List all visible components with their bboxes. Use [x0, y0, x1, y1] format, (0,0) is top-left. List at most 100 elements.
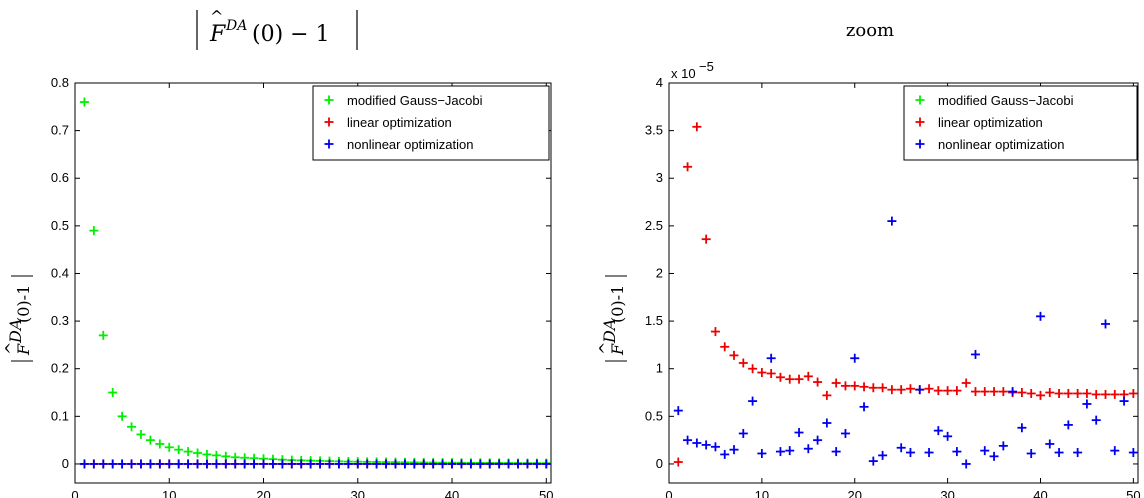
data-point: [998, 441, 1008, 451]
data-point: [989, 451, 999, 461]
data-point: [878, 383, 888, 393]
data-point: [155, 439, 165, 449]
data-point: [145, 435, 155, 445]
svg-text:(0) − 1: (0) − 1: [252, 22, 330, 47]
y-tick-label: 1: [656, 361, 663, 376]
x-tick-label: 20: [848, 488, 862, 498]
y-tick-label: 1.5: [645, 313, 663, 328]
data-point: [766, 368, 776, 378]
data-point: [353, 459, 363, 469]
left-chart: 0102030405000.10.20.30.40.50.60.70.8NF^D…: [2, 75, 554, 498]
data-point: [202, 449, 212, 459]
y-tick-label: 3.5: [645, 123, 663, 138]
svg-text:^: ^: [2, 342, 21, 355]
data-point: [803, 371, 813, 381]
data-point: [785, 446, 795, 456]
data-point: [79, 459, 89, 469]
data-point: [878, 450, 888, 460]
data-point: [513, 459, 523, 469]
data-point: [720, 449, 730, 459]
svg-text:(0)-1: (0)-1: [14, 285, 33, 323]
data-point: [748, 364, 758, 374]
data-point: [127, 459, 137, 469]
data-point: [970, 349, 980, 359]
data-point: [1054, 388, 1064, 398]
data-point: [757, 368, 767, 378]
y-tick-label: 0.1: [51, 408, 69, 423]
data-point: [259, 459, 269, 469]
data-point: [409, 459, 419, 469]
data-point: [933, 386, 943, 396]
x-tick-label: 30: [940, 488, 954, 498]
y-tick-label: 0.8: [51, 75, 69, 90]
data-point: [961, 378, 971, 388]
data-point: [211, 450, 221, 460]
data-point: [428, 459, 438, 469]
data-point: [822, 418, 832, 428]
data-point: [933, 426, 943, 436]
data-point: [372, 459, 382, 469]
data-point: [268, 459, 278, 469]
data-point: [145, 459, 155, 469]
data-point: [98, 330, 108, 340]
data-point: [1082, 388, 1092, 398]
data-point: [794, 374, 804, 384]
right-chart: 0102030405000.511.522.533.54NF^DA(0)-1x …: [596, 59, 1141, 498]
data-point: [306, 459, 316, 469]
data-point: [164, 459, 174, 469]
data-point: [155, 459, 165, 469]
y-tick-label: 0.4: [51, 265, 69, 280]
data-point: [831, 378, 841, 388]
data-point: [748, 396, 758, 406]
data-point: [1128, 448, 1138, 458]
data-point: [924, 384, 934, 394]
y-axis-label: F^DA(0)-1: [2, 275, 33, 362]
svg-text:F: F: [14, 343, 33, 356]
x-tick-label: 0: [665, 488, 672, 498]
data-point: [1091, 415, 1101, 425]
data-point: [989, 387, 999, 397]
data-point: [720, 342, 730, 352]
y-scale-exponent: −5: [699, 59, 714, 74]
svg-text:F: F: [608, 343, 627, 356]
data-point: [522, 459, 532, 469]
data-point: [887, 385, 897, 395]
data-point: [532, 459, 542, 469]
data-point: [183, 447, 193, 457]
data-point: [729, 445, 739, 455]
data-point: [221, 451, 231, 461]
data-point: [794, 428, 804, 438]
data-point: [961, 459, 971, 469]
y-tick-label: 0.5: [51, 218, 69, 233]
data-point: [850, 353, 860, 363]
data-point: [79, 97, 89, 107]
y-tick-label: 3: [656, 170, 663, 185]
data-point: [1082, 399, 1092, 409]
y-tick-label: 0: [62, 456, 69, 471]
data-point: [924, 448, 934, 458]
data-point: [701, 234, 711, 244]
data-point: [775, 372, 785, 382]
legend-label: modified Gauss−Jacobi: [347, 93, 483, 108]
data-point: [785, 374, 795, 384]
svg-text:DA: DA: [600, 319, 619, 344]
data-point: [1110, 446, 1120, 456]
data-point: [980, 446, 990, 456]
data-point: [692, 122, 702, 132]
svg-text:F: F: [209, 22, 226, 47]
y-tick-label: 0.7: [51, 123, 69, 138]
data-point: [447, 459, 457, 469]
y-tick-label: 0.3: [51, 313, 69, 328]
legend-label: nonlinear optimization: [938, 137, 1064, 152]
data-point: [850, 381, 860, 391]
legend-item: nonlinear optimization: [324, 137, 473, 152]
data-point: [840, 381, 850, 391]
data-point: [701, 440, 711, 450]
data-point: [1008, 387, 1018, 397]
data-point: [230, 459, 240, 469]
series-2: [79, 459, 551, 469]
data-point: [343, 459, 353, 469]
data-point: [324, 459, 334, 469]
data-point: [896, 443, 906, 453]
data-point: [813, 377, 823, 387]
